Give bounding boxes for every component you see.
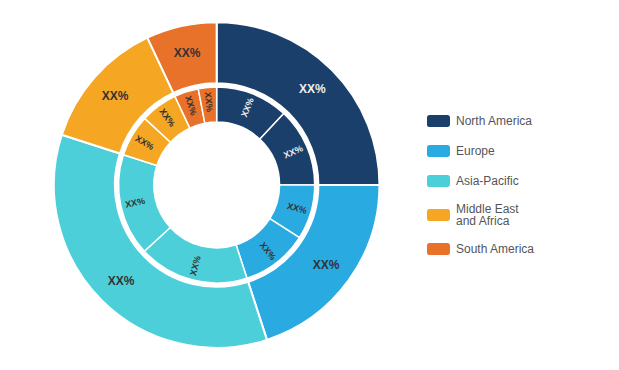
- svg-text:XX%: XX%: [108, 274, 135, 288]
- svg-text:XX%: XX%: [134, 133, 156, 152]
- svg-text:XX%: XX%: [124, 196, 146, 210]
- svg-text:XX%: XX%: [282, 143, 304, 160]
- svg-text:Asia-Pacific: Asia-Pacific: [456, 174, 519, 188]
- svg-text:XX%: XX%: [313, 258, 340, 272]
- svg-text:Middle East: Middle East: [456, 202, 519, 216]
- svg-text:XX%: XX%: [188, 255, 203, 277]
- svg-text:XX%: XX%: [157, 107, 177, 129]
- svg-text:XX%: XX%: [102, 89, 129, 103]
- svg-text:XX%: XX%: [174, 46, 201, 60]
- svg-text:XX%: XX%: [183, 95, 199, 117]
- svg-text:XX%: XX%: [286, 201, 308, 216]
- svg-text:North America: North America: [456, 114, 532, 128]
- svg-text:XX%: XX%: [299, 82, 326, 96]
- svg-text:Europe: Europe: [456, 144, 495, 158]
- svg-text:and Africa: and Africa: [456, 214, 510, 228]
- svg-text:South America: South America: [456, 242, 534, 256]
- svg-text:XX%: XX%: [203, 91, 215, 112]
- svg-text:XX%: XX%: [239, 96, 256, 118]
- svg-text:XX%: XX%: [258, 240, 278, 262]
